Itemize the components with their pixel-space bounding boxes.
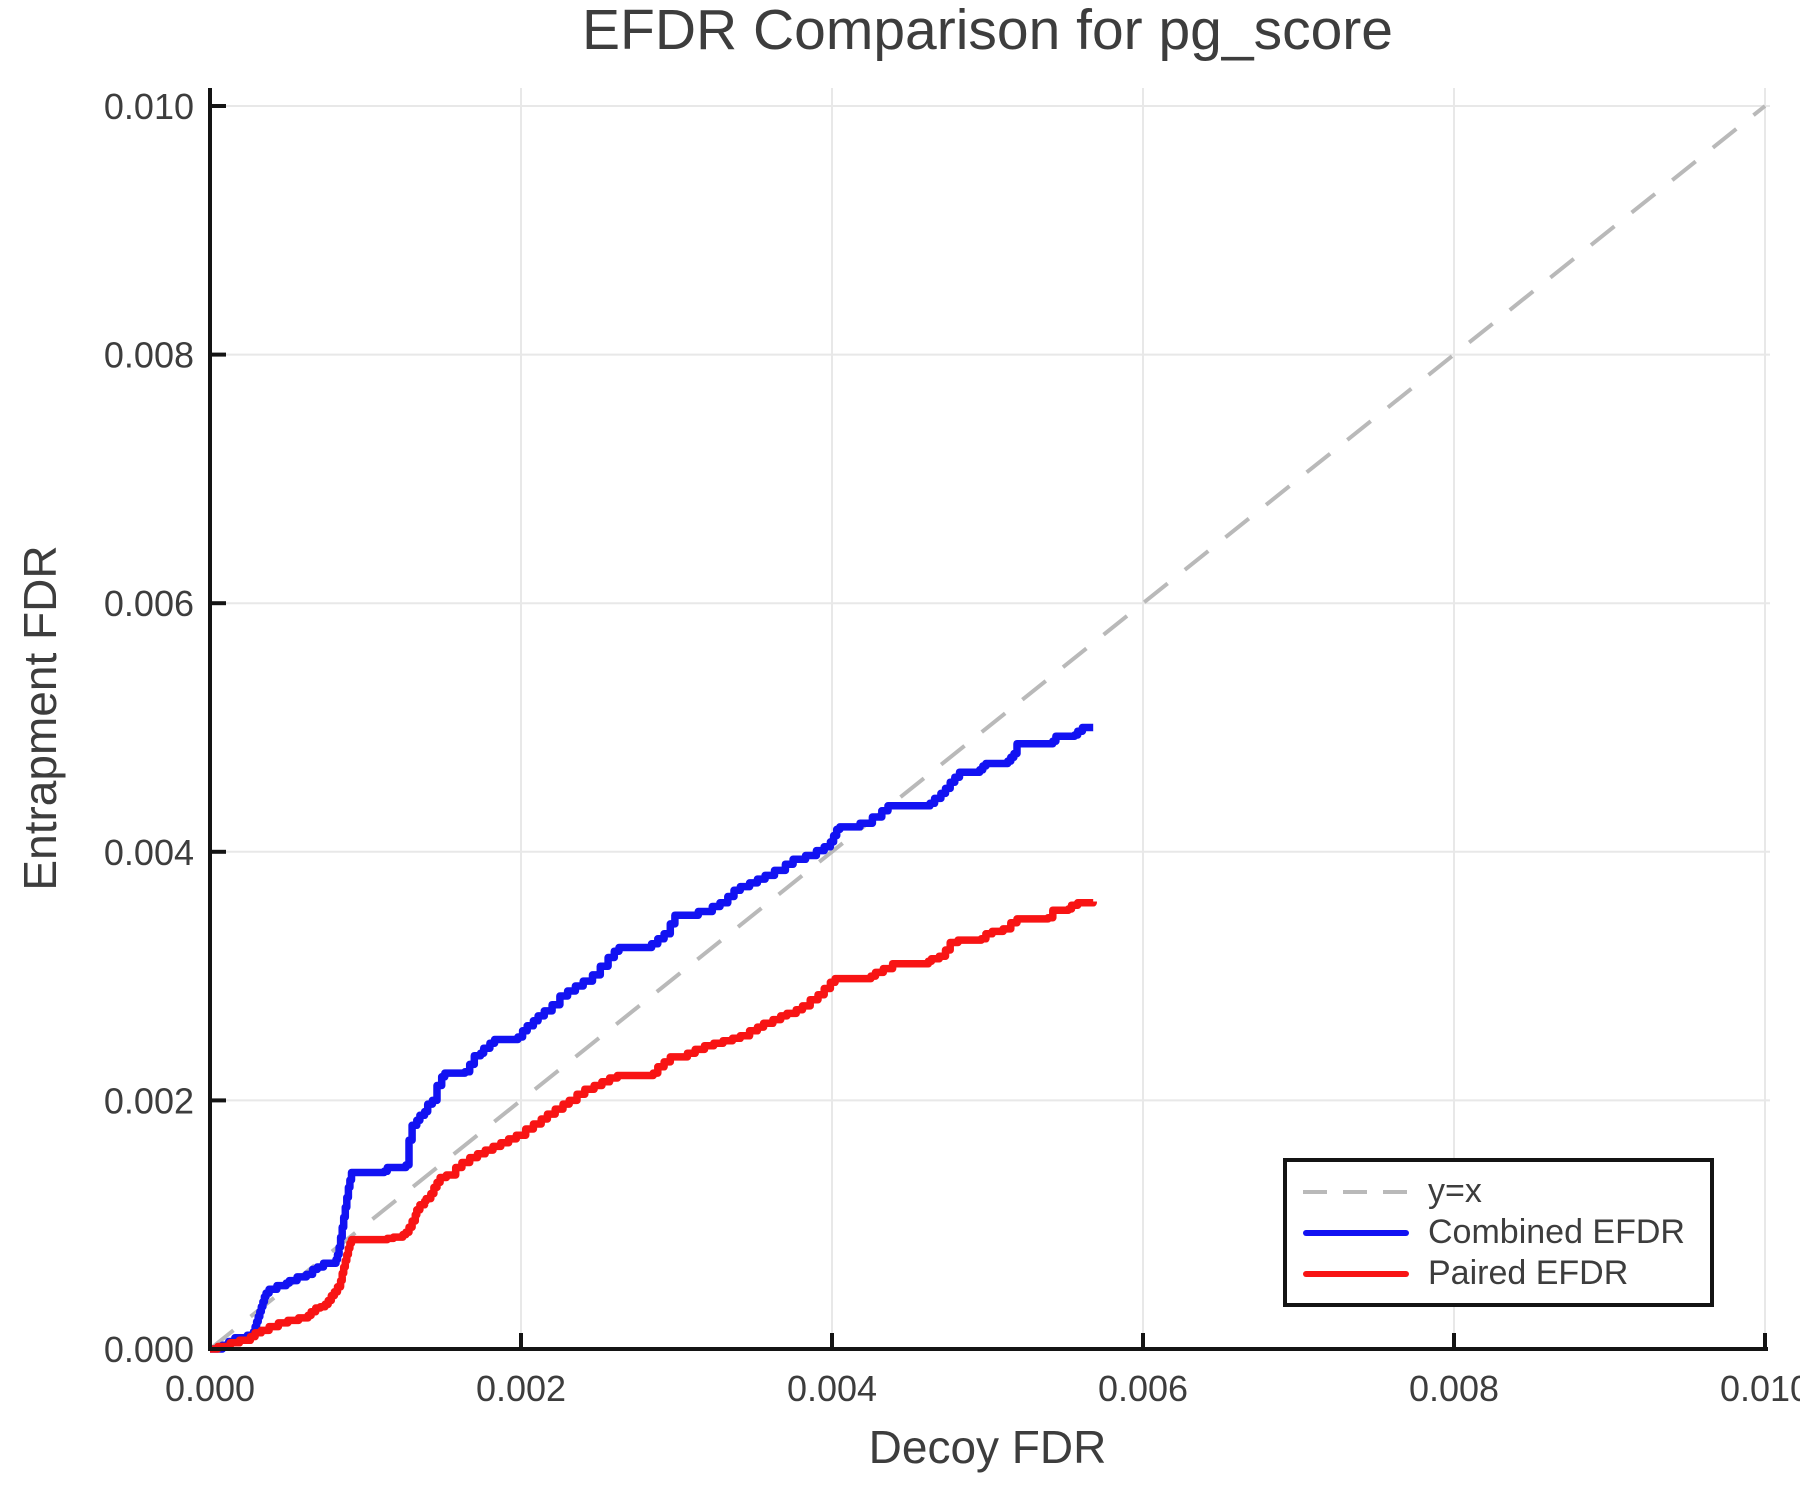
legend-item-paired: Paired EFDR [1303,1254,1710,1292]
y-tick-label: 0.006 [104,583,194,624]
x-tick-label: 0.010 [1720,1368,1800,1409]
chart-title: EFDR Comparison for pg_score [582,0,1393,62]
y-tick-label: 0.000 [104,1329,194,1370]
legend-label-paired: Paired EFDR [1428,1254,1629,1292]
y-tick-label: 0.002 [104,1080,194,1121]
y-axis-label: Entrapment FDR [14,545,66,891]
y-tick-label: 0.008 [104,335,194,376]
legend-item-combined: Combined EFDR [1303,1213,1710,1251]
legend-label-combined: Combined EFDR [1428,1213,1685,1251]
x-tick-label: 0.008 [1409,1368,1499,1409]
combined-efdr-line [210,723,1094,1353]
legend-label-identity: y=x [1428,1172,1482,1210]
identity-line-swatch [1303,1189,1409,1194]
legend-item-identity: y=x [1303,1172,1710,1210]
x-tick-label: 0.004 [787,1368,877,1409]
x-tick-label: 0.000 [165,1368,255,1409]
x-axis-label: Decoy FDR [868,1421,1107,1473]
legend: y=x Combined EFDR Paired EFDR [1283,1158,1714,1307]
paired-efdr-swatch [1303,1270,1409,1277]
y-tick-label: 0.010 [104,86,194,127]
combined-efdr-swatch [1303,1229,1409,1236]
x-tick-label: 0.006 [1098,1368,1188,1409]
x-tick-label: 0.002 [476,1368,566,1409]
y-equals-x-line [208,104,1767,1351]
y-tick-label: 0.004 [104,832,194,873]
paired-efdr-line [210,899,1097,1353]
